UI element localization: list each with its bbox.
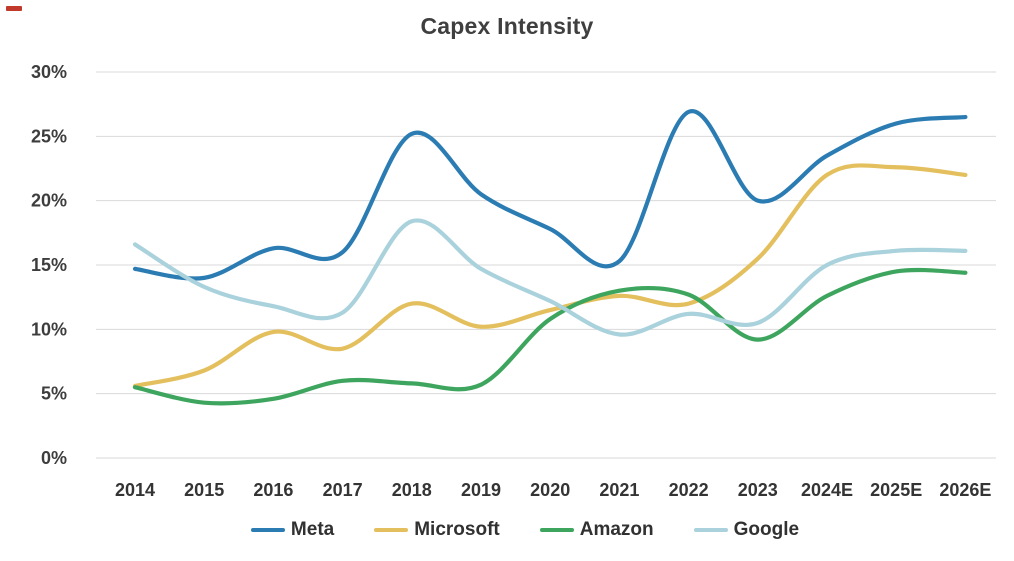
legend-swatch-meta: [250, 528, 285, 532]
legend-swatch-google: [693, 528, 728, 532]
chart-legend: Meta Microsoft Amazon Google: [18, 519, 1014, 541]
x-tick-label: 2026E: [939, 480, 991, 500]
y-tick-label: 0%: [41, 448, 67, 468]
series-line-google: [132, 218, 968, 337]
x-tick-label: 2017: [323, 480, 363, 500]
x-tick-label: 2020: [530, 480, 570, 500]
y-tick-label: 25%: [31, 126, 67, 146]
series-line-amazon: [132, 267, 968, 406]
x-tick-label: 2022: [669, 480, 709, 500]
legend-label: Microsoft: [414, 519, 500, 540]
y-tick-label: 30%: [31, 62, 67, 82]
y-tick-label: 20%: [31, 191, 67, 211]
legend-label: Google: [733, 519, 800, 540]
legend-item-microsoft: Microsoft: [374, 519, 500, 541]
y-tick-label: 10%: [31, 319, 67, 339]
legend-swatch-microsoft: [374, 528, 409, 532]
red-mark: [6, 6, 22, 11]
legend-item-google: Google: [693, 519, 800, 541]
x-tick-label: 2023: [738, 480, 778, 500]
x-tick-label: 2024E: [801, 480, 853, 500]
y-tick-label: 5%: [41, 384, 67, 404]
x-tick-label: 2019: [461, 480, 501, 500]
x-tick-label: 2018: [392, 480, 432, 500]
legend-item-amazon: Amazon: [539, 519, 654, 541]
series-line-microsoft: [132, 163, 968, 389]
series-line-meta: [132, 109, 968, 281]
x-tick-label: 2021: [599, 480, 639, 500]
x-tick-label: 2025E: [870, 480, 922, 500]
x-tick-label: 2016: [253, 480, 293, 500]
chart-title: Capex Intensity: [420, 13, 594, 39]
legend-swatch-amazon: [539, 528, 574, 532]
x-tick-label: 2014: [115, 480, 155, 500]
legend-label: Amazon: [579, 519, 654, 540]
legend-item-meta: Meta: [250, 519, 335, 541]
legend-label: Meta: [290, 519, 335, 540]
y-tick-label: 15%: [31, 255, 67, 275]
x-tick-label: 2015: [184, 480, 224, 500]
